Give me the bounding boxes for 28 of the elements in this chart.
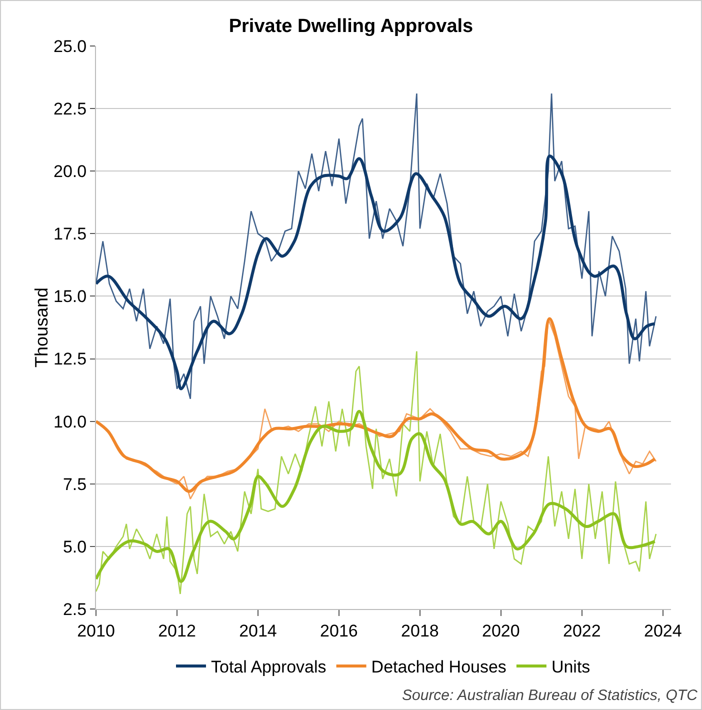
y-tick-label: 25.0 [54, 36, 87, 56]
source-note: Source: Australian Bureau of Statistics, QTC [402, 687, 698, 704]
line-series [96, 410, 656, 583]
y-tick-label: 17.5 [54, 224, 87, 244]
y-tick-label: 22.5 [54, 100, 87, 119]
x-tick-label: 2018 [401, 621, 439, 640]
x-tick-label: 2014 [239, 621, 277, 640]
y-tick-label: 15.0 [54, 287, 87, 306]
line-series [96, 154, 656, 390]
x-tick-label: 2010 [77, 621, 115, 640]
x-tick-label: 2020 [482, 621, 520, 640]
y-tick-label: 7.5 [62, 474, 87, 494]
x-tick-label: 2012 [158, 621, 196, 640]
y-tick-label: 5.0 [62, 537, 87, 556]
x-tick-label: 2024 [644, 621, 682, 640]
y-tick-label: 20.0 [54, 162, 87, 182]
legend-label: Units [551, 658, 590, 677]
x-tick-label: 2022 [563, 621, 601, 640]
line-series [96, 92, 657, 400]
x-tick-label: 2016 [320, 621, 358, 640]
legend-label: Total Approvals [211, 658, 326, 677]
y-tick-label: 10.0 [54, 412, 87, 432]
line-series [96, 350, 657, 595]
legend-label: Detached Houses [371, 658, 506, 677]
y-tick-label: 2.5 [62, 600, 87, 619]
chart-title: Private Dwelling Approvals [228, 16, 474, 37]
y-tick-label: 12.5 [54, 350, 87, 369]
y-axis-title: Thousand [32, 287, 52, 368]
